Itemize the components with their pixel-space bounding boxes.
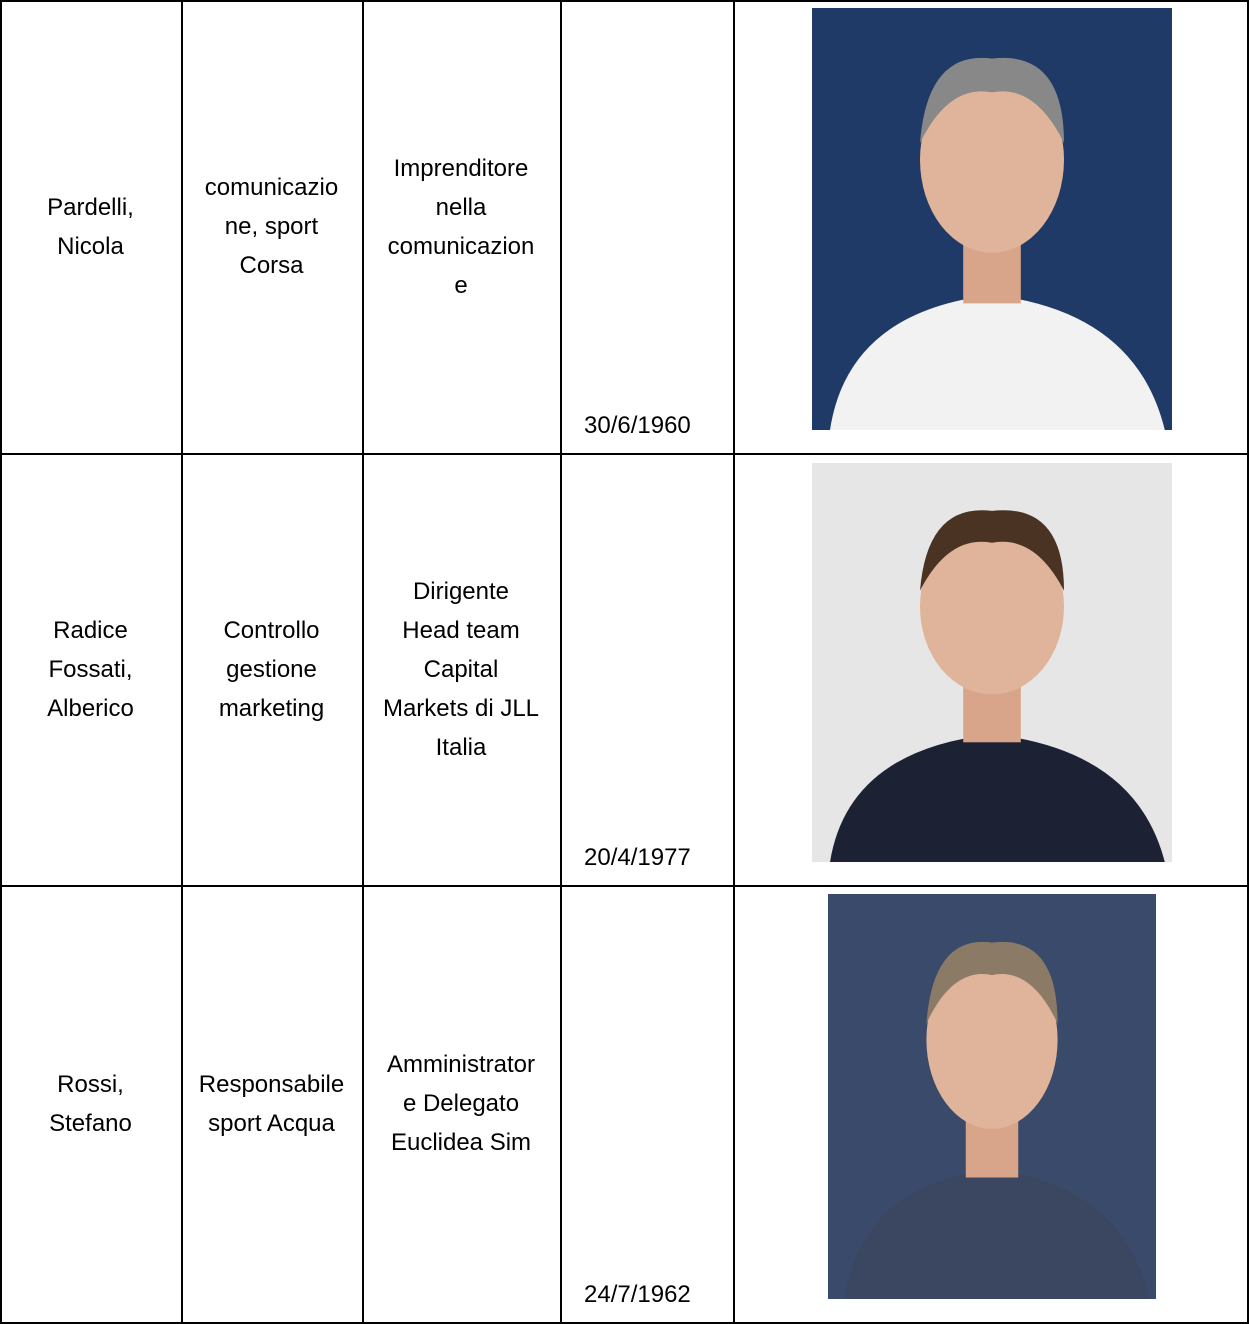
cell-text-line: Amministrator <box>386 1051 536 1078</box>
date-cell: 24/7/1962 <box>560 885 733 1322</box>
cell-text-line: Nicola <box>57 232 124 260</box>
cell-text-line: Responsabile <box>198 1070 345 1098</box>
cell-text-line: Dirigente <box>412 577 510 605</box>
row-border <box>0 1322 1249 1324</box>
table-cell: Dirigente Head team Capital Markets di JLL I… <box>362 453 560 885</box>
cell-text-line: Pardelli, <box>47 193 134 221</box>
cell-text-line: Fossati, <box>48 655 133 683</box>
cell-text-line: Markets di JLL <box>382 694 540 722</box>
table-cell: Pardelli, Nicola <box>0 0 181 453</box>
cell-text-line: Italia <box>435 733 487 761</box>
table-cell: Responsabile sport Acqua <box>181 885 362 1322</box>
column-border <box>0 0 2 1324</box>
cell-text-line: e <box>454 271 468 299</box>
row-border <box>0 0 1249 2</box>
cell-text-line: Alberico <box>47 694 134 722</box>
table-cell: Imprenditore nella comunicazion e <box>362 0 560 453</box>
cell-text-line: Rossi, <box>57 1070 124 1098</box>
cell-text-line: Euclidea Sim <box>390 1129 532 1156</box>
cell-text-line: Radice <box>53 616 128 644</box>
portrait-photo <box>828 894 1156 1299</box>
table-cell: Controllo gestione marketing <box>181 453 362 885</box>
cell-text-line: nella <box>435 193 487 221</box>
cell-text-line: gestione <box>226 655 317 683</box>
table-cell: Radice Fossati, Alberico <box>0 453 181 885</box>
cell-text-line: comunicazion <box>387 232 535 260</box>
column-border <box>1247 0 1249 1324</box>
portrait-photo <box>812 463 1172 862</box>
date-cell: 30/6/1960 <box>560 0 733 453</box>
row-border <box>0 453 1249 455</box>
column-border <box>362 0 364 1324</box>
cell-text-line: 30/6/1960 <box>584 412 691 439</box>
cell-text-line: comunicazio <box>204 174 339 201</box>
cell-text-line: 24/7/1962 <box>584 1281 691 1308</box>
cell-text-line: Corsa <box>239 252 304 279</box>
row-border <box>0 885 1249 887</box>
cell-text-line: Imprenditore <box>393 154 529 182</box>
table-cell: Amministrator e Delegato Euclidea Sim <box>362 885 560 1322</box>
cell-text-line: Capital <box>423 655 499 683</box>
cell-text-line: Controllo <box>223 616 320 644</box>
column-border <box>181 0 183 1324</box>
cell-text-line: 20/4/1977 <box>584 844 691 871</box>
table-cell: comunicazio ne, sport Corsa <box>181 0 362 453</box>
table-cell: Rossi, Stefano <box>0 885 181 1322</box>
cell-text-line: sport Acqua <box>208 1109 335 1137</box>
cell-text-line: ne, sport <box>224 213 319 240</box>
cell-text-line: Stefano <box>49 1109 132 1137</box>
date-cell: 20/4/1977 <box>560 453 733 885</box>
cell-text-line: marketing <box>218 694 325 722</box>
cell-text-line: Head team <box>402 616 520 644</box>
portrait-photo <box>812 8 1172 430</box>
column-border <box>560 0 562 1324</box>
cell-text-line: e Delegato <box>402 1090 520 1117</box>
column-border <box>733 0 735 1324</box>
